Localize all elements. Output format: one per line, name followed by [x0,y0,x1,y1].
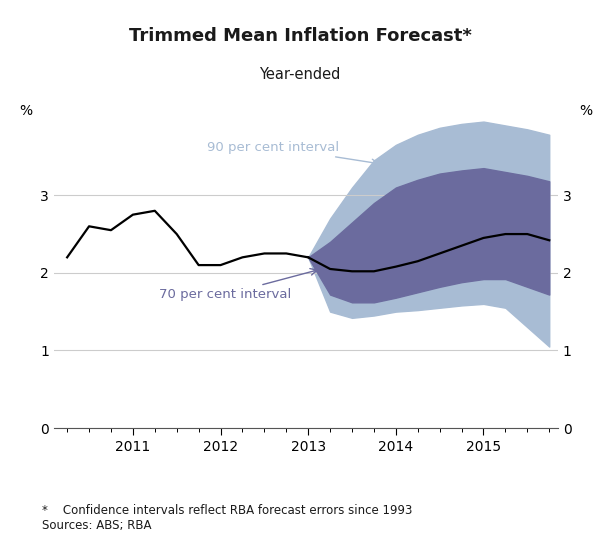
Text: *    Confidence intervals reflect RBA forecast errors since 1993
Sources: ABS; R: * Confidence intervals reflect RBA forec… [42,505,412,532]
Text: Trimmed Mean Inflation Forecast*: Trimmed Mean Inflation Forecast* [128,27,472,45]
Text: 70 per cent interval: 70 per cent interval [159,269,317,301]
Text: 90 per cent interval: 90 per cent interval [208,141,379,166]
Text: %: % [579,104,592,118]
Text: %: % [20,104,33,118]
Text: Year-ended: Year-ended [259,67,341,82]
